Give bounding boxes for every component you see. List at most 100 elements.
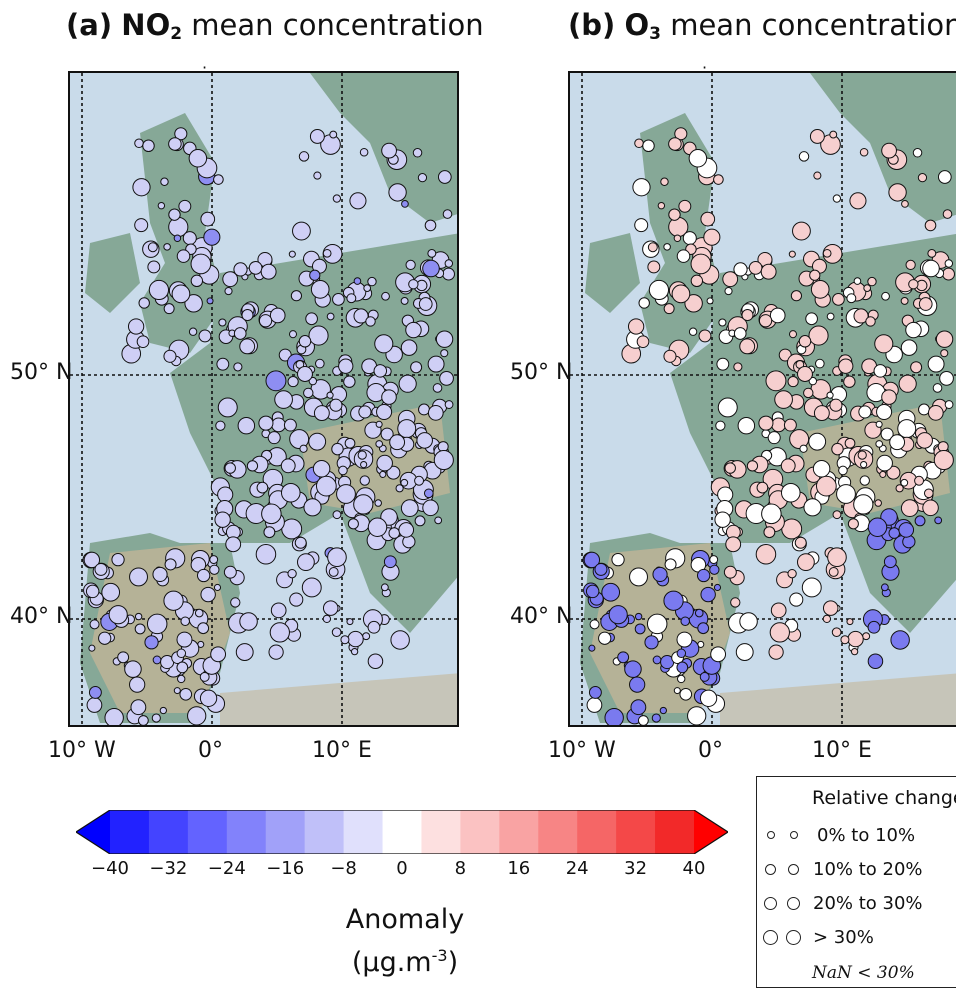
station-marker — [918, 297, 933, 311]
station-marker — [844, 437, 856, 449]
station-marker — [671, 284, 691, 304]
station-marker — [836, 484, 856, 504]
station-marker — [287, 568, 297, 579]
station-marker — [629, 676, 646, 693]
station-marker — [739, 338, 756, 355]
station-marker — [340, 635, 350, 645]
station-marker — [137, 715, 149, 725]
station-marker — [289, 429, 310, 450]
station-marker — [858, 405, 872, 419]
lon-tick-10e-b: 10° E — [812, 738, 872, 763]
station-marker — [347, 630, 364, 648]
station-marker — [190, 253, 212, 275]
station-marker — [437, 170, 452, 184]
station-marker — [761, 503, 782, 525]
station-marker — [797, 366, 813, 382]
station-marker — [88, 644, 96, 652]
station-marker — [269, 622, 290, 643]
station-marker — [758, 415, 774, 431]
station-marker — [346, 618, 354, 626]
station-marker — [157, 201, 166, 210]
station-marker — [880, 583, 889, 592]
station-marker — [163, 243, 171, 251]
station-marker — [847, 630, 864, 648]
station-marker — [326, 312, 335, 321]
panel-b-top-marker: · — [702, 58, 708, 77]
station-marker — [897, 419, 917, 439]
station-marker — [812, 459, 831, 478]
station-marker — [787, 568, 797, 579]
station-marker — [353, 494, 374, 515]
station-marker — [147, 260, 161, 274]
station-marker — [648, 279, 670, 301]
station-marker — [386, 465, 401, 480]
station-marker — [912, 148, 923, 158]
station-marker — [152, 566, 168, 582]
lon-tick-10w-a: 10° W — [48, 738, 116, 763]
station-marker — [442, 209, 453, 219]
station-marker — [828, 567, 839, 577]
station-marker — [309, 269, 321, 281]
station-marker — [651, 713, 661, 723]
colorbar-unit-base: (µg.m — [351, 947, 432, 978]
station-marker — [177, 674, 186, 684]
station-marker — [130, 699, 147, 716]
station-marker — [914, 475, 925, 486]
station-marker — [94, 562, 108, 576]
colorbar-segment — [343, 810, 384, 854]
station-marker — [831, 442, 844, 456]
station-marker — [217, 486, 234, 503]
station-marker — [246, 460, 259, 472]
station-marker — [849, 192, 867, 210]
station-marker — [380, 583, 389, 592]
station-marker — [634, 612, 643, 621]
station-marker — [380, 427, 394, 441]
station-marker — [657, 201, 666, 210]
station-marker — [886, 465, 901, 480]
station-marker — [900, 339, 918, 356]
station-marker — [222, 271, 239, 288]
station-marker — [199, 689, 218, 707]
station-marker — [444, 259, 454, 268]
legend-label: > 30% — [813, 927, 874, 948]
station-marker — [328, 567, 339, 577]
panel-a-label: (a) — [66, 8, 113, 42]
station-marker — [832, 510, 842, 520]
station-marker — [347, 518, 359, 530]
station-marker — [288, 250, 296, 258]
station-marker — [303, 498, 322, 517]
station-marker — [898, 522, 915, 538]
station-marker — [327, 547, 347, 568]
station-marker — [822, 600, 839, 616]
station-marker — [108, 605, 128, 625]
station-marker — [239, 612, 258, 631]
station-marker — [163, 590, 184, 611]
station-marker — [331, 627, 342, 638]
station-marker — [418, 403, 430, 416]
station-marker — [297, 366, 313, 382]
station-marker — [151, 713, 161, 723]
station-marker — [268, 644, 284, 660]
station-marker — [733, 362, 743, 372]
station-marker — [724, 462, 736, 474]
station-marker — [690, 274, 704, 288]
station-marker — [215, 420, 226, 431]
station-marker — [889, 434, 906, 451]
station-marker — [765, 370, 787, 392]
station-marker — [805, 312, 818, 326]
station-marker — [301, 577, 322, 598]
legend-circle-medium — [788, 864, 799, 875]
station-marker — [89, 619, 100, 630]
station-marker — [876, 403, 893, 421]
station-marker — [881, 291, 890, 301]
station-marker — [900, 499, 919, 518]
station-marker — [381, 389, 397, 405]
colorbar-segment — [655, 810, 695, 854]
station-marker — [336, 484, 356, 504]
panel-b-title: (b) O3 mean concentration — [568, 8, 956, 44]
station-marker — [187, 706, 207, 725]
colorbar-tick-label: −32 — [149, 858, 188, 879]
station-marker — [173, 234, 182, 242]
station-marker — [374, 334, 394, 354]
colorbar-unit: (µg.m-3) — [270, 938, 540, 981]
